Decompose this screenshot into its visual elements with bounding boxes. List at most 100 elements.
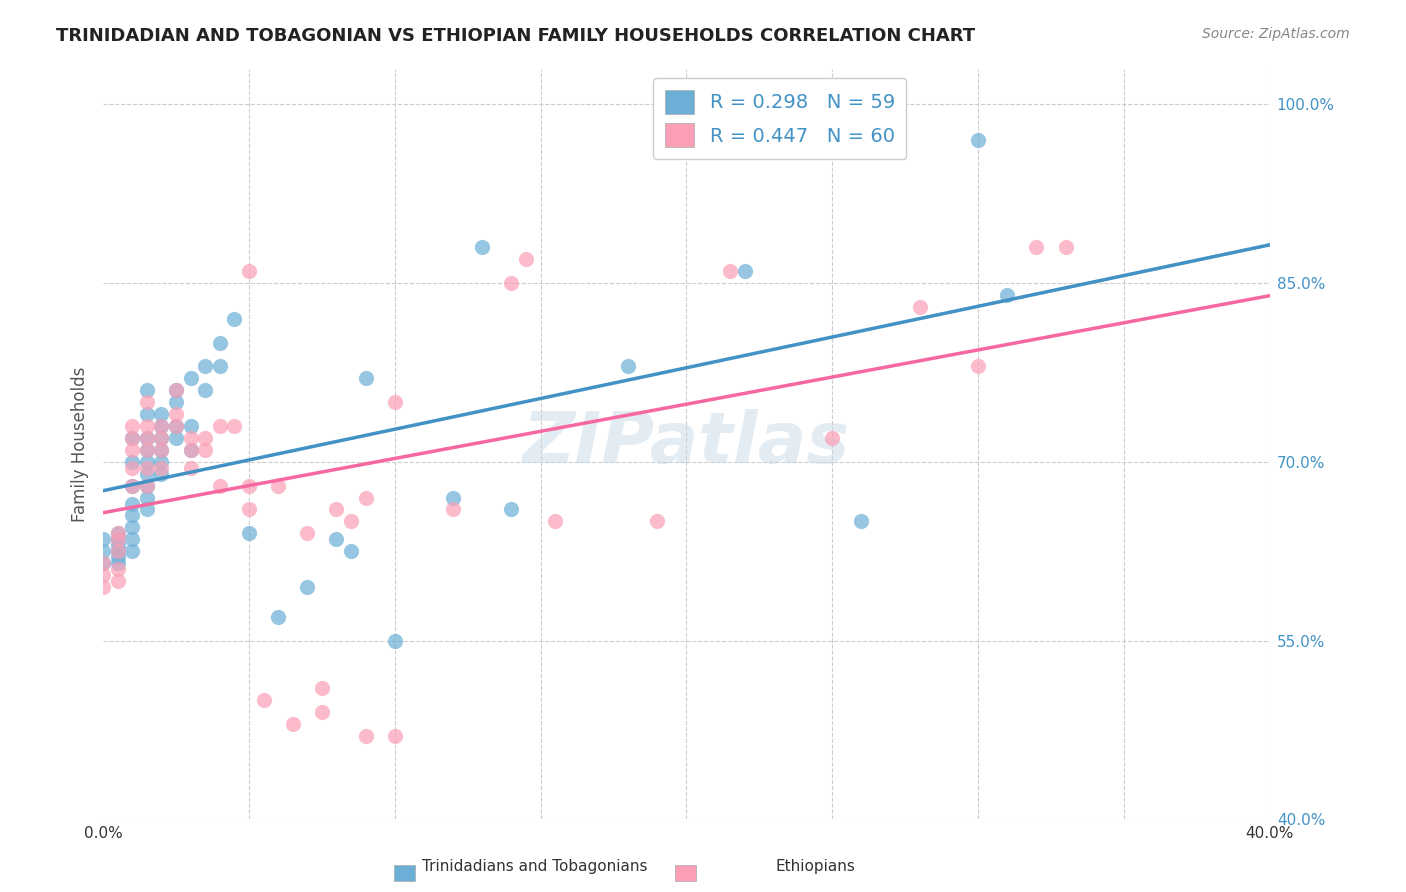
Point [107, 526, 129, 541]
Point [135, 431, 157, 445]
Point [340, 515, 363, 529]
Point [135, 407, 157, 421]
Point [150, 431, 173, 445]
Point [91, 533, 114, 547]
Point [180, 460, 202, 475]
Point [150, 419, 173, 434]
Point [325, 502, 347, 516]
Point [471, 240, 494, 254]
Point [107, 574, 129, 588]
Point [238, 502, 260, 516]
Point [107, 550, 129, 565]
Point [354, 491, 377, 505]
Point [441, 502, 464, 516]
Point [107, 544, 129, 558]
Point [165, 395, 187, 409]
Point [267, 478, 290, 492]
Point [121, 442, 143, 457]
Point [91, 580, 114, 594]
Point [121, 497, 143, 511]
Point [150, 455, 173, 469]
Point [107, 538, 129, 552]
Point [91, 556, 114, 570]
Point [135, 395, 157, 409]
Point [311, 705, 333, 719]
Text: Source: ZipAtlas.com: Source: ZipAtlas.com [1202, 27, 1350, 41]
Point [180, 419, 202, 434]
Point [121, 455, 143, 469]
Point [121, 419, 143, 434]
Point [208, 419, 231, 434]
Point [1054, 240, 1077, 254]
Legend: R = 0.298   N = 59, R = 0.447   N = 60: R = 0.298 N = 59, R = 0.447 N = 60 [654, 78, 907, 159]
Point [252, 693, 274, 707]
Point [135, 460, 157, 475]
Point [165, 407, 187, 421]
Point [384, 395, 406, 409]
Point [718, 264, 741, 278]
Point [135, 419, 157, 434]
Point [180, 431, 202, 445]
Point [107, 533, 129, 547]
Text: ZIPatlas: ZIPatlas [523, 409, 851, 478]
Point [238, 478, 260, 492]
Point [121, 544, 143, 558]
Point [121, 533, 143, 547]
Point [135, 431, 157, 445]
Point [165, 384, 187, 398]
Point [340, 544, 363, 558]
Text: TRINIDADIAN AND TOBAGONIAN VS ETHIOPIAN FAMILY HOUSEHOLDS CORRELATION CHART: TRINIDADIAN AND TOBAGONIAN VS ETHIOPIAN … [56, 27, 976, 45]
Point [150, 431, 173, 445]
Point [135, 384, 157, 398]
Point [441, 491, 464, 505]
Point [1025, 240, 1047, 254]
Point [325, 533, 347, 547]
Point [180, 371, 202, 385]
Point [150, 407, 173, 421]
Point [107, 526, 129, 541]
Text: Ethiopians: Ethiopians [776, 859, 855, 874]
Point [384, 729, 406, 743]
Point [135, 491, 157, 505]
Point [297, 580, 319, 594]
Point [150, 460, 173, 475]
Point [384, 633, 406, 648]
Point [135, 455, 157, 469]
Point [135, 502, 157, 516]
Point [180, 442, 202, 457]
Point [91, 544, 114, 558]
Point [121, 431, 143, 445]
Point [995, 288, 1018, 302]
Point [121, 460, 143, 475]
Y-axis label: Family Households: Family Households [72, 367, 89, 522]
Point [194, 431, 217, 445]
Point [150, 442, 173, 457]
Point [150, 467, 173, 481]
Point [194, 384, 217, 398]
Point [165, 431, 187, 445]
Point [91, 568, 114, 582]
Point [544, 515, 567, 529]
Point [165, 384, 187, 398]
Point [224, 419, 246, 434]
Point [107, 556, 129, 570]
Point [121, 478, 143, 492]
Point [91, 556, 114, 570]
Point [967, 359, 990, 374]
Point [908, 300, 931, 314]
Point [734, 264, 756, 278]
Point [297, 526, 319, 541]
Point [135, 467, 157, 481]
Point [135, 442, 157, 457]
Point [150, 442, 173, 457]
Point [311, 681, 333, 696]
Point [647, 515, 669, 529]
Point [107, 544, 129, 558]
Point [121, 431, 143, 445]
Point [208, 359, 231, 374]
Point [135, 442, 157, 457]
Point [821, 431, 844, 445]
Point [194, 359, 217, 374]
Point [281, 717, 304, 731]
Point [121, 508, 143, 523]
